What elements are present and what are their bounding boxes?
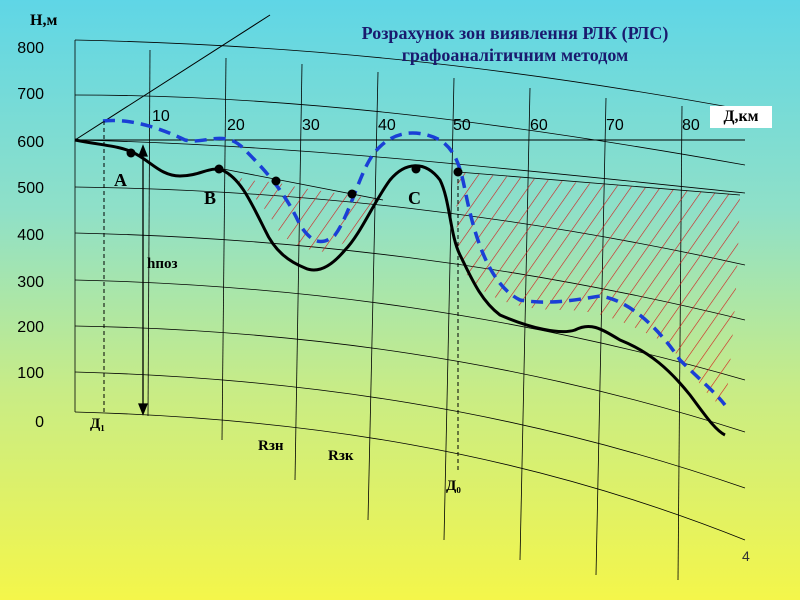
y-tick: 500 xyxy=(17,180,44,197)
y-tick: 0 xyxy=(35,414,44,431)
y-tick: 100 xyxy=(17,365,44,382)
y-tick: 400 xyxy=(17,227,44,244)
x-axis-label: Д,км xyxy=(710,106,772,128)
x-tick: 70 xyxy=(606,117,624,134)
y-tick: 300 xyxy=(17,274,44,291)
label-r-zn: Rзн xyxy=(258,438,284,454)
y-tick: 800 xyxy=(17,40,44,57)
point-b-marker xyxy=(214,164,224,174)
radar-beam-profile xyxy=(102,118,727,407)
page-number: 4 xyxy=(742,548,750,564)
title-line-2: графоаналітичним методом xyxy=(401,45,629,65)
x-tick: 30 xyxy=(302,117,320,134)
label-h-poz: hпоз xyxy=(147,256,178,272)
y-tick: 200 xyxy=(17,319,44,336)
shadow-zones xyxy=(217,167,741,408)
x-tick: 60 xyxy=(530,117,548,134)
x-tick: 50 xyxy=(453,117,471,134)
shadow-zone-2 xyxy=(456,172,740,408)
point-c-marker xyxy=(411,164,421,174)
y-tick: 600 xyxy=(17,134,44,151)
x-tick: 80 xyxy=(682,117,700,134)
label-d1: Д₁ xyxy=(90,416,105,432)
terrain-profile xyxy=(74,138,726,437)
h-poz-arrow xyxy=(138,144,148,416)
reference-lines xyxy=(103,121,459,470)
title-line-1: Розрахунок зон виявлення РЛК (РЛС) xyxy=(361,23,669,43)
label-point-c: C xyxy=(408,188,421,208)
x-tick: 10 xyxy=(152,108,170,125)
point-a-marker xyxy=(126,148,136,158)
point-rzn-marker xyxy=(271,176,281,186)
slide-title: Розрахунок зон виявлення РЛК (РЛС) графо… xyxy=(300,22,730,66)
point-rzk-marker xyxy=(347,189,357,199)
label-r-zk: Rзк xyxy=(328,448,354,464)
y-tick: 700 xyxy=(17,86,44,103)
x-tick: 40 xyxy=(378,117,396,134)
x-tick: 20 xyxy=(227,117,245,134)
y-axis-label: Н,м xyxy=(30,12,58,29)
label-d0: Д₀ xyxy=(446,478,461,494)
altitude-grid xyxy=(74,39,746,541)
label-point-b: B xyxy=(204,188,217,208)
shadow-zone-1 xyxy=(218,170,380,252)
label-point-a: A xyxy=(114,170,127,190)
